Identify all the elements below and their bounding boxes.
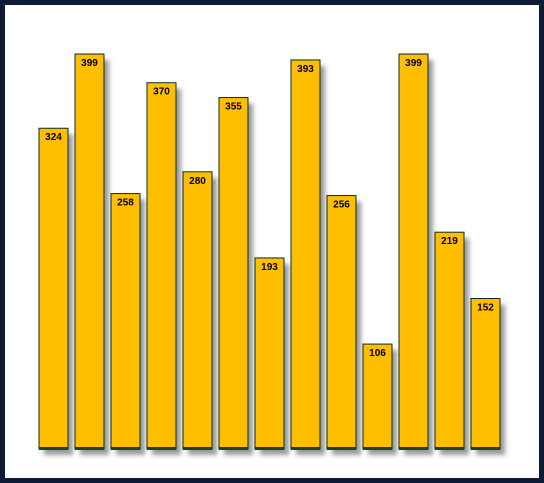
bar-base bbox=[147, 447, 176, 450]
data-label: 193 bbox=[261, 262, 278, 273]
bar-base bbox=[435, 447, 464, 450]
bar bbox=[434, 231, 465, 450]
data-label: 258 bbox=[117, 198, 134, 209]
data-label: 152 bbox=[477, 303, 494, 314]
bar-base bbox=[399, 447, 428, 450]
bar-base bbox=[363, 447, 392, 450]
bar bbox=[218, 97, 249, 450]
bar bbox=[290, 59, 321, 450]
data-label: 106 bbox=[369, 348, 386, 359]
bar bbox=[326, 195, 357, 450]
data-label: 399 bbox=[405, 58, 422, 69]
data-label: 280 bbox=[189, 176, 206, 187]
bar bbox=[74, 53, 105, 450]
data-label: 324 bbox=[45, 132, 62, 143]
bar-base bbox=[111, 447, 140, 450]
data-labels: 324 399 258 370 280 355 193 393 256 106 399 219 152 bbox=[45, 58, 494, 359]
bar-base bbox=[471, 447, 500, 450]
data-label: 370 bbox=[153, 87, 170, 98]
bar bbox=[182, 171, 213, 450]
data-label: 219 bbox=[441, 236, 458, 247]
bar bbox=[398, 53, 429, 450]
bar bbox=[38, 127, 69, 450]
data-label: 256 bbox=[333, 200, 350, 211]
data-label: 393 bbox=[297, 64, 314, 75]
data-label: 399 bbox=[81, 58, 98, 69]
bar-base bbox=[291, 447, 320, 450]
bar bbox=[254, 257, 285, 450]
bar bbox=[470, 298, 501, 450]
bar bbox=[146, 82, 177, 450]
bar-base bbox=[219, 447, 248, 450]
bar bbox=[362, 343, 393, 450]
bar bbox=[110, 193, 141, 450]
bar-base bbox=[255, 447, 284, 450]
bar-base bbox=[75, 447, 104, 450]
bar-base bbox=[327, 447, 356, 450]
bar-base bbox=[183, 447, 212, 450]
bar-base bbox=[39, 447, 68, 450]
bars bbox=[38, 53, 501, 450]
data-label: 355 bbox=[225, 102, 242, 113]
